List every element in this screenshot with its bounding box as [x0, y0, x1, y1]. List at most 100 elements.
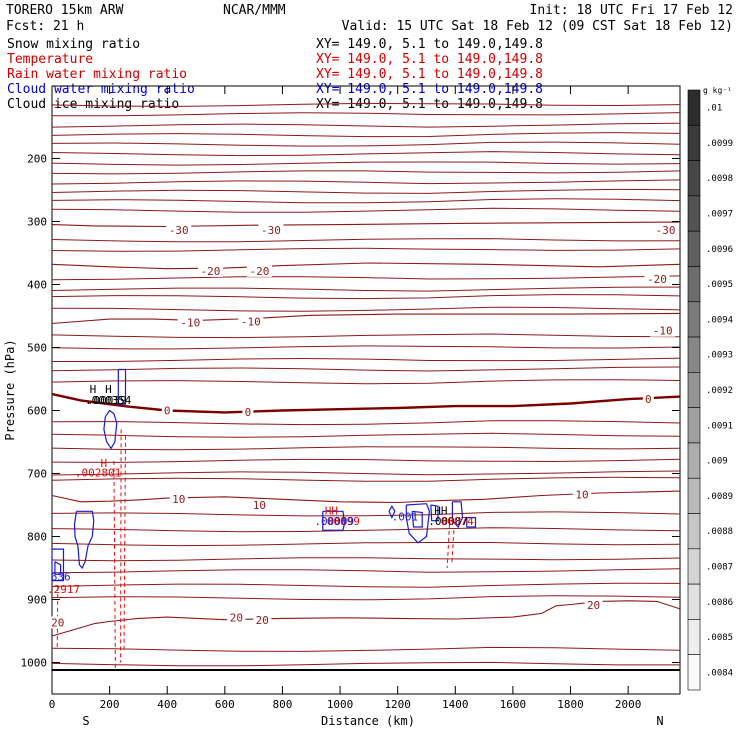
legend-entry-name: Temperature — [7, 52, 93, 67]
isotherm-line — [51, 379, 681, 385]
extremum-label: H — [105, 383, 112, 396]
rain-water-contour — [123, 435, 126, 650]
isotherm-line — [51, 188, 681, 194]
isotherm-label: 0 — [245, 406, 252, 419]
isotherm-label-bg — [197, 264, 223, 277]
extremum-label: .00009 — [314, 515, 354, 528]
extremum-label: .001 — [392, 511, 419, 524]
isotherm-line — [51, 306, 681, 312]
extremum-label: .00039 — [87, 394, 127, 407]
isotherm-line — [51, 568, 681, 574]
y-tick-label: 300 — [27, 215, 47, 228]
extremum-label: H — [101, 457, 108, 470]
colorbar-swatch — [687, 160, 701, 197]
extremum-label: HH — [434, 504, 447, 517]
colorbar-label: .0091 — [706, 421, 733, 431]
isotherm-line-10 — [51, 490, 681, 504]
extremum-label: 636 — [51, 571, 71, 584]
isotherm-line — [51, 470, 681, 476]
isotherm-line — [51, 294, 681, 300]
isotherm-layer — [51, 102, 681, 672]
colorbar-swatch — [687, 372, 701, 408]
isotherm-label-bg — [242, 405, 254, 418]
extremum-label: .00099 — [320, 515, 360, 528]
extremum-label: .2917 — [47, 583, 80, 596]
colorbar-label: .0089 — [706, 492, 733, 502]
isotherm-line--30 — [51, 221, 681, 228]
rain-water-contour — [446, 523, 450, 569]
isotherm-label: -30 — [261, 224, 281, 237]
plot-frame — [51, 85, 681, 695]
isotherm-line — [51, 542, 681, 547]
extremum-label: .002801 — [75, 467, 121, 480]
y-tick-label: 1000 — [21, 656, 48, 669]
cloud-water-contour — [54, 561, 62, 575]
isotherm-label: -20 — [647, 273, 667, 286]
cloud-water-contour — [51, 548, 65, 582]
north-label: N — [656, 714, 663, 728]
extremum-label: H — [90, 383, 97, 396]
colorbar-label: .0098 — [706, 174, 733, 184]
isotherm-line — [51, 511, 681, 517]
isotherm-label-bg — [258, 223, 284, 236]
contour-label-layer: -30 -30 -30 -20 -20 -20 -10 -10 -10 0 0 0 10 10 10 20 20… — [48, 223, 679, 629]
isotherm-label: 0 — [645, 393, 652, 406]
rain-water-contour — [113, 460, 116, 671]
colorbar-swatch — [687, 195, 701, 232]
isotherm-label-bg — [177, 316, 203, 329]
isotherm-line--20 — [51, 262, 681, 270]
colorbar: .01 .0099 .0098 .0097 .0096 .0095 .0094 .0093 .0… — [687, 89, 733, 691]
isotherm-label: 10 — [575, 489, 588, 502]
cloud-water-contour — [411, 510, 423, 528]
colorbar-swatch — [687, 583, 701, 620]
legend-entry-xy: XY= 149.0, 5.1 to 149.0,149.8 — [316, 97, 543, 112]
isotherm-line — [51, 132, 681, 138]
isotherm-line — [51, 238, 681, 243]
legend-entry-name: Rain water mixing ratio — [7, 67, 187, 82]
y-tick-label: 400 — [27, 278, 47, 291]
isotherm-label-bg — [238, 315, 264, 328]
legend-entry-xy: XY= 149.0, 5.1 to 149.0,149.8 — [316, 82, 543, 97]
y-tick-label: 900 — [27, 593, 47, 606]
isotherm-label: -10 — [653, 325, 673, 338]
colorbar-swatch — [687, 442, 701, 479]
annotation-layer: H H.000354.00039H.002801636.2917HH.00099.… — [47, 383, 474, 596]
colorbar-label: .0095 — [706, 280, 733, 290]
x-tick-label: 600 — [215, 698, 235, 711]
cloud-water-layer — [51, 368, 477, 582]
isotherm-line--10 — [51, 312, 681, 325]
cloud-water-contour — [405, 503, 431, 544]
legend-entry-name: Snow mixing ratio — [7, 37, 140, 52]
isotherm-line — [51, 557, 681, 562]
legend-entry-name: Cloud ice mixing ratio — [7, 97, 179, 112]
colorbar-label: .0099 — [706, 139, 733, 149]
legend-entry-xy: XY= 149.0, 5.1 to 149.0,149.8 — [316, 37, 543, 52]
extremum-label: .000354 — [85, 394, 132, 407]
y-tick-label: 700 — [27, 467, 47, 480]
forecast-hour: Fcst: 21 h — [6, 19, 84, 34]
cloud-water-contour — [322, 510, 346, 531]
colorbar-swatch — [687, 336, 701, 373]
colorbar-label: .0088 — [706, 527, 733, 537]
colorbar-label: .0086 — [706, 598, 733, 608]
isotherm-line — [51, 476, 681, 482]
isotherm-label-bg — [169, 492, 188, 505]
cloud-water-contour — [73, 510, 95, 570]
isotherm-line — [51, 112, 681, 117]
isotherm-line — [51, 198, 681, 204]
isotherm-line — [51, 366, 681, 372]
isotherm-line — [51, 446, 681, 451]
isotherm-label-bg — [250, 499, 269, 512]
model-title: TORERO 15km ARW — [6, 3, 124, 18]
colorbar-swatch — [687, 548, 701, 585]
isotherm-label: -30 — [169, 224, 189, 237]
isotherm-line — [51, 345, 681, 350]
colorbar-label: .0093 — [706, 351, 733, 361]
isotherm-line-20 — [51, 600, 681, 637]
isotherm-label-bg — [644, 273, 670, 286]
colorbar-swatch — [687, 266, 701, 303]
isotherm-line — [51, 247, 681, 252]
rain-water-contour — [120, 429, 122, 663]
isotherm-line — [51, 432, 681, 438]
